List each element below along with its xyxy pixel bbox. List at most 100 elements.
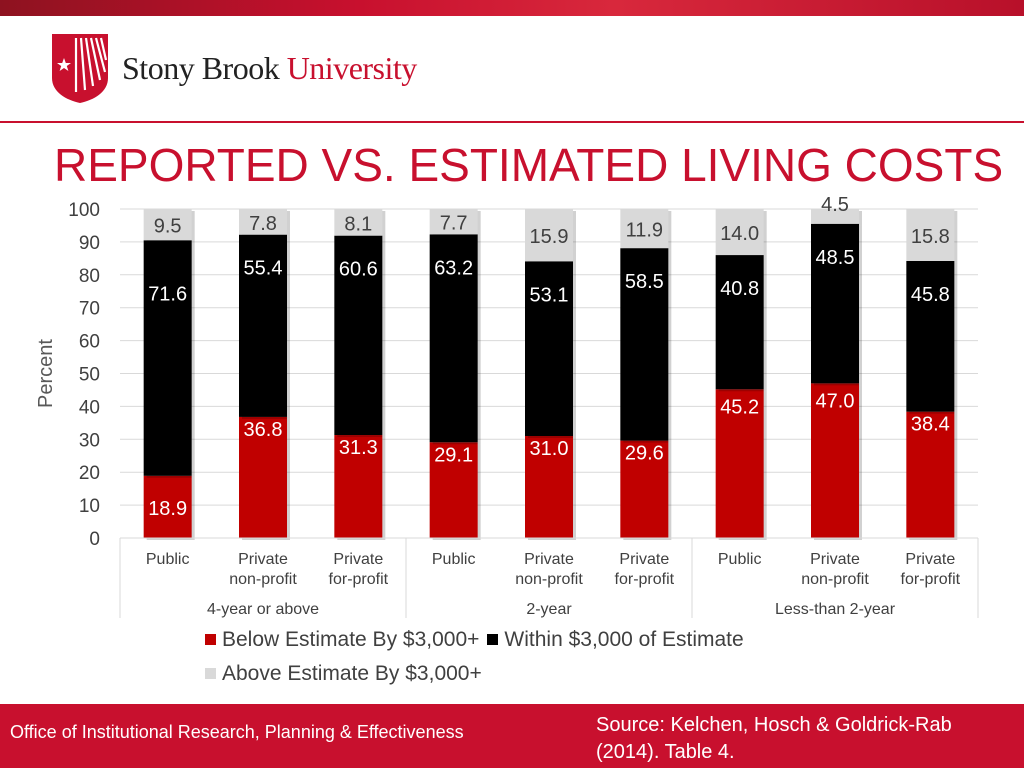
legend-swatch-within: [487, 634, 499, 645]
category-label-5-0: Private: [619, 551, 669, 568]
slide-title: REPORTED VS. ESTIMATED LIVING COSTS: [54, 139, 1004, 191]
university-logo: Stony Brook University: [50, 32, 470, 104]
data-label-2-5: 11.9: [626, 220, 663, 242]
y-tick-label-20: 20: [79, 463, 100, 484]
y-tick-label-70: 70: [79, 299, 100, 320]
category-label-8-0: Private: [905, 551, 955, 568]
y-tick-label-10: 10: [79, 496, 100, 517]
data-label-1-4: 53.1: [530, 284, 569, 306]
data-label-2-0: 9.5: [154, 216, 182, 238]
bar-segment-1-2: [334, 235, 383, 436]
category-label-4-1: non-profit: [515, 571, 583, 588]
y-tick-label-30: 30: [79, 430, 100, 451]
y-tick-label-90: 90: [79, 233, 100, 254]
logo-text-secondary: University: [286, 50, 418, 86]
legend-swatch-below: [205, 634, 216, 645]
y-tick-label-100: 100: [68, 200, 100, 221]
y-tick-label-60: 60: [79, 332, 100, 353]
bar-segment-0-5: [620, 440, 669, 538]
stacked-bar-chart: 0 10 20 30 40 50 60 70 80 90 100 Percent 18.9 71.6 9.5…: [35, 194, 979, 618]
logo-wordmark: Stony Brook University: [122, 50, 417, 87]
header-divider: [0, 121, 1024, 123]
data-label-0-2: 31.3: [339, 437, 378, 459]
bar-segment-2-6: [715, 209, 764, 256]
logo-text-primary: Stony Brook: [122, 50, 280, 86]
data-label-2-7: 4.5: [821, 194, 849, 216]
category-label-6-0: Public: [718, 551, 762, 568]
bar-segment-2-2: [334, 209, 383, 236]
y-axis-label: Percent: [35, 339, 57, 408]
footer-source-line-2: (2014). Table 4.: [596, 741, 735, 763]
top-accent-band: [0, 0, 1024, 16]
data-label-2-1: 7.8: [249, 213, 277, 235]
y-tick-label-40: 40: [79, 397, 100, 418]
category-label-5-1: for-profit: [615, 571, 675, 588]
y-tick-label-80: 80: [79, 266, 100, 287]
footer-bar: Office of Institutional Research, Planni…: [0, 704, 1024, 768]
bar-segment-1-8: [906, 260, 955, 412]
bar-segment-2-8: [906, 209, 955, 261]
category-label-1-0: Private: [238, 551, 288, 568]
legend-item-within: Within $3,000 of Estimate: [487, 628, 744, 652]
bar-segment-2-0: [143, 209, 192, 241]
category-label-2-0: Private: [333, 551, 383, 568]
legend-item-above: Above Estimate By $3,000+: [205, 662, 482, 686]
data-label-2-8: 15.8: [911, 226, 950, 248]
bar-segment-0-2: [334, 435, 383, 538]
data-label-1-8: 45.8: [911, 284, 950, 306]
category-label-7-1: non-profit: [801, 571, 869, 588]
category-label-3-0: Public: [432, 551, 476, 568]
data-label-0-5: 29.6: [625, 443, 664, 465]
bar-segment-1-1: [239, 234, 287, 417]
y-tick-label-0: 0: [89, 529, 100, 550]
data-label-1-2: 60.6: [339, 259, 378, 281]
data-label-0-4: 31.0: [530, 438, 569, 460]
bar-segment-2-5: [620, 209, 669, 249]
data-label-1-0: 71.6: [148, 283, 187, 305]
bar-segment-0-0: [143, 475, 192, 538]
data-label-0-1: 36.8: [244, 419, 283, 441]
data-label-0-6: 45.2: [720, 396, 759, 418]
legend-swatch-above: [205, 668, 216, 679]
bar-segment-2-7: [811, 209, 859, 224]
bar-segment-0-7: [811, 383, 859, 538]
bar-segment-1-4: [525, 261, 573, 437]
data-label-0-0: 18.9: [148, 498, 187, 520]
category-label-0-0: Public: [146, 551, 190, 568]
bar-segment-2-4: [525, 209, 573, 262]
data-label-0-8: 38.4: [911, 414, 950, 436]
data-label-0-3: 29.1: [434, 444, 473, 466]
data-label-1-7: 48.5: [816, 247, 855, 269]
legend-label-above: Above Estimate By $3,000+: [222, 662, 482, 685]
bar-segment-0-1: [239, 416, 287, 538]
data-label-1-5: 58.5: [625, 271, 664, 293]
bar-segment-0-8: [906, 411, 955, 538]
bar-segment-0-4: [525, 436, 573, 538]
bar-segment-0-6: [715, 389, 764, 538]
data-label-1-3: 63.2: [434, 257, 473, 279]
bar-segment-1-6: [715, 255, 764, 390]
bar-segment-2-1: [239, 209, 287, 235]
legend-label-within: Within $3,000 of Estimate: [504, 628, 744, 651]
category-label-7-0: Private: [810, 551, 860, 568]
category-label-2-1: for-profit: [329, 571, 389, 588]
bar-segment-1-3: [429, 234, 478, 443]
category-label-8-1: for-profit: [901, 571, 961, 588]
data-label-2-6: 14.0: [720, 223, 759, 245]
legend-item-below: Below Estimate By $3,000+: [205, 628, 479, 652]
data-label-0-7: 47.0: [816, 390, 855, 412]
bar-segment-1-5: [620, 248, 669, 441]
data-label-2-3: 7.7: [440, 213, 468, 235]
group-label-0: 4-year or above: [207, 601, 319, 618]
bar-segment-1-7: [811, 223, 859, 384]
bar-segment-2-3: [429, 209, 478, 235]
bar-segment-0-3: [429, 442, 478, 538]
footer-source-line-1: Source: Kelchen, Hosch & Goldrick-Rab: [596, 714, 952, 736]
data-label-1-6: 40.8: [720, 278, 759, 300]
legend-row-2: Above Estimate By $3,000+: [205, 662, 490, 686]
data-label-2-2: 8.1: [344, 213, 372, 235]
bar-segment-1-0: [143, 240, 192, 476]
category-label-1-1: non-profit: [229, 571, 297, 588]
legend-row-1: Below Estimate By $3,000+ Within $3,000 …: [205, 628, 752, 652]
category-label-4-0: Private: [524, 551, 574, 568]
